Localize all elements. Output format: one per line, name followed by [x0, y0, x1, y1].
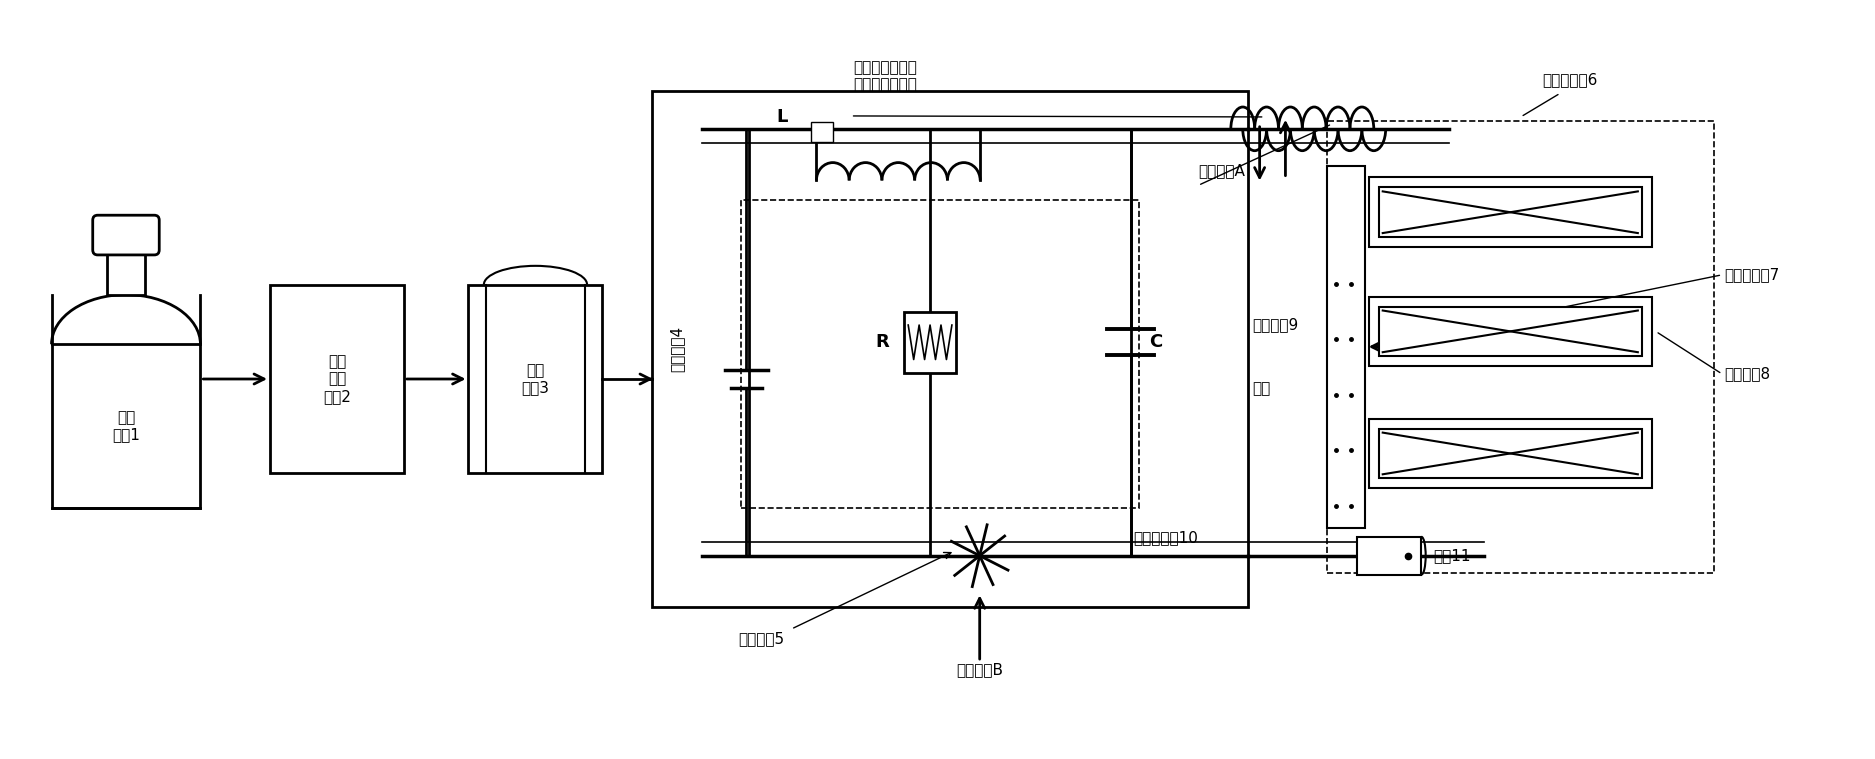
- Bar: [469, 285, 602, 474]
- Bar: [812, 122, 832, 142]
- Text: 阳极引线9: 阳极引线9: [1252, 317, 1299, 332]
- Bar: [270, 285, 403, 474]
- Bar: [1358, 537, 1421, 575]
- Bar: [652, 91, 1247, 607]
- Text: 气体分配器7: 气体分配器7: [1725, 267, 1779, 282]
- Bar: [1378, 429, 1642, 478]
- Text: 滤波单元5: 滤波单元5: [739, 631, 784, 647]
- Text: 高压
储罐1: 高压 储罐1: [112, 410, 141, 442]
- Text: 放电通道8: 放电通道8: [1725, 367, 1770, 382]
- Text: 低频振荡放电电
流（阳极电流）: 低频振荡放电电 流（阳极电流）: [853, 60, 917, 93]
- Text: 放电单元4: 放电单元4: [669, 326, 684, 372]
- Text: 阴极负引线10: 阴极负引线10: [1134, 531, 1198, 545]
- Text: 阴极11: 阴极11: [1432, 548, 1470, 563]
- Bar: [1369, 178, 1652, 247]
- Text: C: C: [1149, 333, 1162, 351]
- Bar: [1369, 419, 1652, 488]
- FancyBboxPatch shape: [92, 216, 159, 255]
- Text: 压力
调节
模块2: 压力 调节 模块2: [322, 354, 351, 404]
- Bar: [1328, 165, 1365, 528]
- Bar: [1328, 121, 1714, 572]
- Bar: [1378, 187, 1642, 237]
- Text: R: R: [876, 333, 889, 351]
- Bar: [1369, 297, 1652, 366]
- Bar: [51, 345, 201, 508]
- Bar: [107, 250, 144, 294]
- Bar: [1378, 307, 1642, 356]
- Text: 热节流阀B: 热节流阀B: [956, 663, 1003, 677]
- Text: 热节流阀A: 热节流阀A: [1198, 163, 1245, 178]
- Text: 霍尔推力器6: 霍尔推力器6: [1543, 71, 1598, 87]
- Text: L: L: [776, 108, 788, 126]
- Text: 阳极: 阳极: [1252, 382, 1271, 396]
- Text: 低压
储罐3: 低压 储罐3: [521, 363, 549, 395]
- Bar: [904, 311, 956, 373]
- Bar: [741, 200, 1138, 508]
